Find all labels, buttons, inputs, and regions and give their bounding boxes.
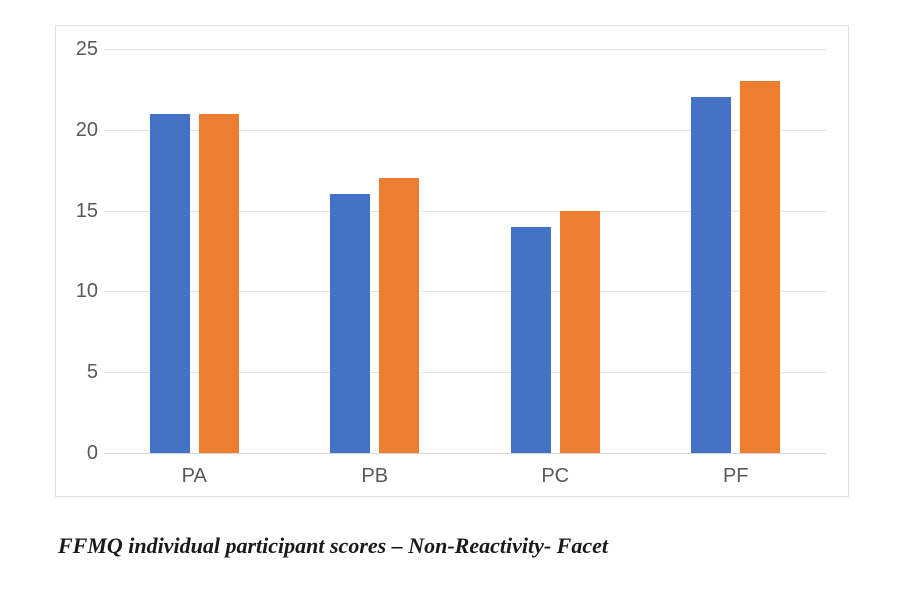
bar-orange-series-PA [198, 113, 239, 453]
y-tick-label-25: 25 [75, 38, 98, 60]
bar-group-PC [465, 49, 646, 453]
bar-blue-series-PC [510, 226, 551, 453]
bar-orange-series-PF [740, 81, 781, 453]
chart-frame: 0 5 10 15 20 25 PA PB PC PF [55, 25, 849, 497]
bar-orange-series-PB [379, 178, 420, 453]
bar-group-PA [104, 49, 285, 453]
gridline-y-20 [104, 129, 826, 131]
gridline-y-15 [104, 210, 826, 212]
gridline-y-10 [104, 291, 826, 293]
bar-group-PF [646, 49, 827, 453]
chart-caption: FFMQ individual participant scores – Non… [58, 533, 608, 558]
x-tick-label-PB: PB [361, 465, 389, 487]
bar-orange-series-PC [559, 210, 600, 453]
plot-area [104, 49, 827, 454]
y-tick-label-5: 5 [86, 361, 98, 384]
x-tick-label-PA: PA [181, 465, 207, 487]
y-tick-label-15: 15 [75, 199, 98, 222]
x-axis: PA PB PC PF [104, 463, 826, 489]
x-axis-line [104, 452, 826, 454]
bar-group-PB [285, 49, 466, 453]
y-axis: 0 5 10 15 20 25 [62, 39, 98, 463]
x-tick-label-PC: PC [541, 465, 570, 487]
x-tick-label-PF: PF [722, 465, 749, 487]
bar-blue-series-PA [149, 113, 190, 453]
bar-blue-series-PF [691, 97, 732, 453]
gridline-y-25 [104, 49, 826, 50]
gridline-y-5 [104, 372, 826, 374]
y-tick-label-0: 0 [86, 442, 98, 464]
bar-blue-series-PB [330, 194, 371, 453]
y-tick-label-10: 10 [75, 280, 98, 303]
y-tick-label-20: 20 [75, 118, 98, 141]
